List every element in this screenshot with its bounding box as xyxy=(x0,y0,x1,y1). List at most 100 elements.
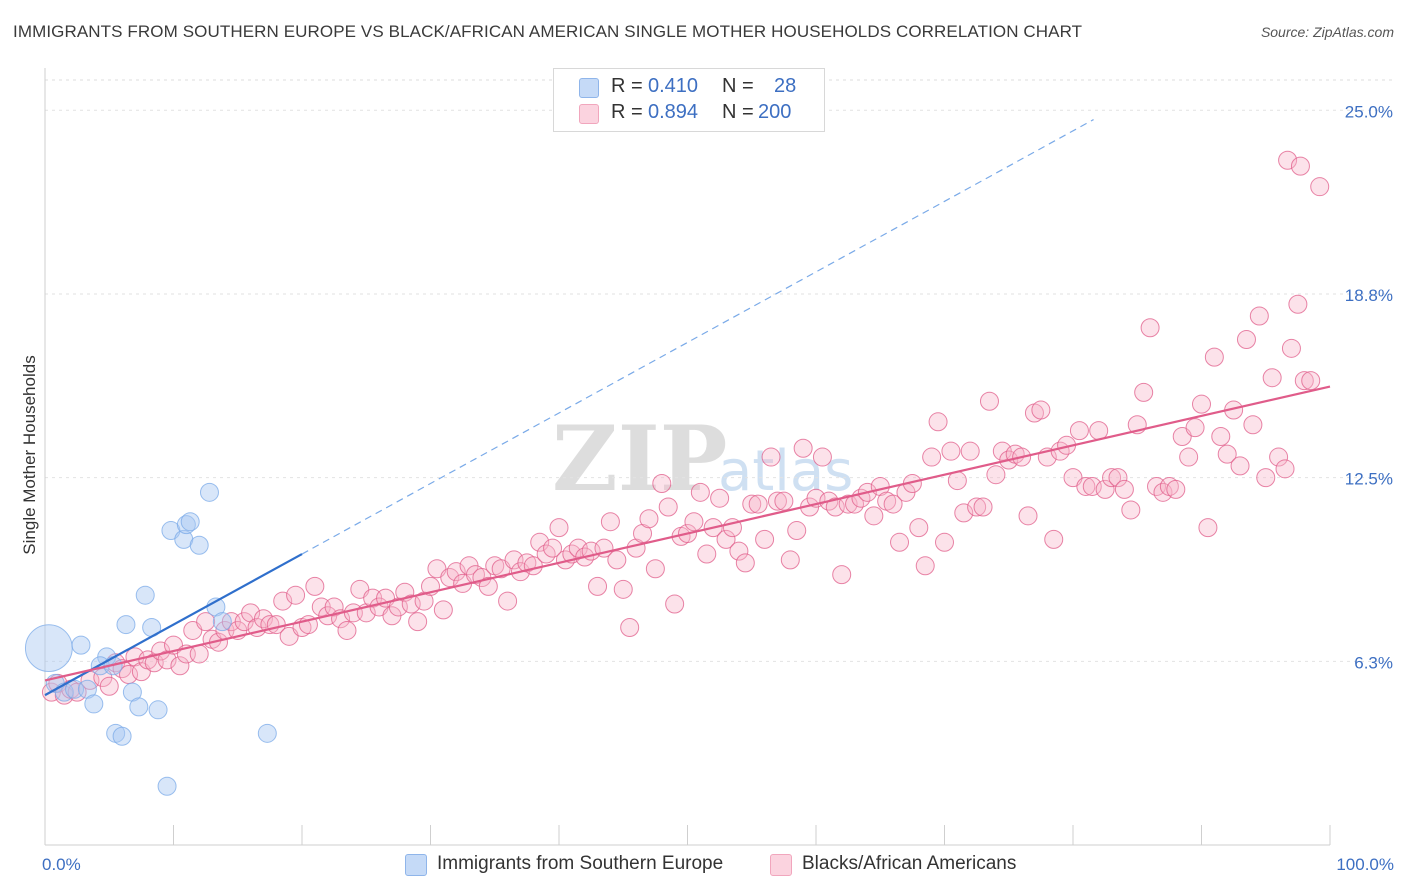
point-black-african-american xyxy=(324,597,344,617)
legend-swatch-pink xyxy=(770,854,792,876)
point-black-african-american xyxy=(543,538,563,558)
point-black-african-american xyxy=(549,518,569,538)
point-black-african-american xyxy=(1294,371,1314,391)
point-black-african-american xyxy=(697,544,717,564)
x-tick-label: 100.0% xyxy=(1336,855,1394,874)
y-tick-label: 25.0% xyxy=(1345,102,1393,121)
stats-n-label: N = xyxy=(722,101,754,123)
point-black-african-american xyxy=(1278,150,1298,170)
trend-lines xyxy=(44,119,1331,697)
point-black-african-american xyxy=(812,447,832,467)
point-black-african-american xyxy=(793,438,813,458)
stats-n-value: 200 xyxy=(758,101,792,123)
point-southern-europe xyxy=(157,776,177,796)
point-black-african-american xyxy=(922,447,942,467)
point-black-african-american xyxy=(1310,177,1330,197)
point-southern-europe xyxy=(176,515,196,535)
point-black-african-american xyxy=(1018,506,1038,526)
point-black-african-american xyxy=(748,494,768,514)
point-black-african-american xyxy=(690,482,710,502)
point-black-african-american xyxy=(401,594,421,614)
stats-r-value: 0.894 xyxy=(648,101,699,123)
point-black-african-american xyxy=(645,559,665,579)
stats-swatch-blue xyxy=(579,78,599,98)
point-southern-europe xyxy=(129,697,149,717)
y-tick-label: 12.5% xyxy=(1345,470,1393,489)
point-black-african-american xyxy=(684,512,704,532)
point-black-african-american xyxy=(1076,476,1096,496)
point-black-african-american xyxy=(979,391,999,411)
point-southern-europe xyxy=(24,624,73,672)
y-axis-label: Single Mother Households xyxy=(20,355,39,554)
point-black-african-american xyxy=(883,494,903,514)
point-black-african-american xyxy=(1290,156,1310,176)
watermark-zip: ZIP xyxy=(552,406,727,512)
point-black-african-american xyxy=(1256,468,1276,488)
point-southern-europe xyxy=(257,723,277,743)
point-black-african-american xyxy=(755,529,775,549)
point-southern-europe xyxy=(212,612,232,632)
point-black-african-american xyxy=(530,532,550,552)
point-black-african-american xyxy=(478,576,498,596)
point-black-african-american xyxy=(960,441,980,461)
point-black-african-american xyxy=(909,518,929,538)
point-black-african-american xyxy=(716,529,736,549)
point-black-african-american xyxy=(1301,371,1321,391)
point-black-african-american xyxy=(1211,426,1231,446)
point-black-african-american xyxy=(864,506,884,526)
point-black-african-american xyxy=(780,550,800,570)
tick-labels: 6.3% 12.5% 18.8% 25.0% 0.0% 100.0% xyxy=(42,102,1394,874)
point-black-african-american xyxy=(973,497,993,517)
legend-label: Blacks/African Americans xyxy=(802,853,1017,874)
watermark-atlas: atlas xyxy=(718,439,853,504)
point-southern-europe xyxy=(84,694,104,714)
point-black-african-american xyxy=(954,503,974,523)
point-black-african-american xyxy=(607,550,627,570)
point-black-african-american xyxy=(658,497,678,517)
x-tick-label: 0.0% xyxy=(42,855,81,874)
point-black-african-american xyxy=(742,494,762,514)
point-black-african-american xyxy=(273,591,293,611)
trend-line-black-african-american xyxy=(44,385,1331,682)
stats-swatch-pink xyxy=(579,104,599,124)
point-black-african-american xyxy=(838,494,858,514)
point-black-african-american xyxy=(761,447,781,467)
point-black-african-american xyxy=(1179,447,1199,467)
point-black-african-american xyxy=(1217,444,1237,464)
point-black-african-american xyxy=(787,521,807,541)
point-black-african-american xyxy=(767,491,787,511)
point-black-african-american xyxy=(408,612,428,632)
point-black-african-american xyxy=(170,656,190,676)
point-southern-europe xyxy=(199,482,219,502)
point-southern-europe xyxy=(148,700,168,720)
chart-title: IMMIGRANTS FROM SOUTHERN EUROPE VS BLACK… xyxy=(13,22,1083,41)
source-credit: Source: ZipAtlas.com xyxy=(1260,24,1394,40)
point-black-african-american xyxy=(498,591,518,611)
point-southern-europe xyxy=(135,585,155,605)
point-black-african-american xyxy=(504,550,524,570)
point-black-african-american xyxy=(446,562,466,582)
stats-r-value: 0.410 xyxy=(648,75,699,97)
point-black-african-american xyxy=(665,594,685,614)
y-tick-label: 6.3% xyxy=(1354,653,1393,672)
point-black-african-american xyxy=(99,676,119,696)
watermark: ZIP atlas xyxy=(552,406,853,512)
point-black-african-american xyxy=(832,565,852,585)
point-southern-europe xyxy=(116,615,136,635)
point-black-african-american xyxy=(1275,459,1295,479)
point-black-african-american xyxy=(935,532,954,552)
point-black-african-american xyxy=(1192,394,1211,414)
point-black-african-american xyxy=(1230,456,1250,476)
point-black-african-american xyxy=(967,497,987,517)
stats-n-value: 28 xyxy=(774,75,797,97)
point-black-african-american xyxy=(1243,415,1263,435)
point-black-african-american xyxy=(144,653,164,673)
point-black-african-american xyxy=(305,576,325,596)
point-black-african-american xyxy=(729,541,749,561)
y-tick-label: 18.8% xyxy=(1345,286,1393,305)
point-black-african-american xyxy=(1031,400,1051,420)
point-black-african-american xyxy=(337,620,357,640)
point-black-african-american xyxy=(1166,479,1186,499)
point-black-african-american xyxy=(652,474,672,494)
